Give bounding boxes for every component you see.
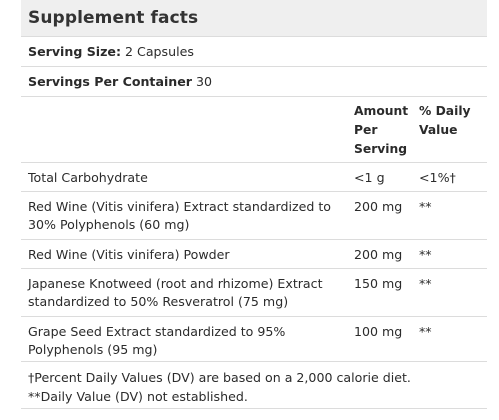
serving-size-value: 2 Capsules <box>125 43 194 59</box>
column-header-row: Amount Per Serving % Daily Value <box>21 96 487 162</box>
servings-per-container-row: Servings Per Container 30 <box>21 66 487 96</box>
ingredient-amount: <1 g <box>354 170 385 185</box>
footnotes: †Percent Daily Values (DV) are based on … <box>21 361 487 409</box>
ingredient-amount: 200 mg <box>354 247 403 262</box>
ingredient-daily-value: ** <box>419 276 432 291</box>
column-header-dv-line-2: Value <box>419 123 458 137</box>
column-header-amount: Amount Per Serving <box>346 102 416 159</box>
column-header-amount-line-2: Per <box>354 123 378 137</box>
serving-size-label: Serving Size: <box>28 43 122 59</box>
column-header-daily-value: % Daily Value <box>416 102 487 140</box>
ingredient-row: Red Wine (Vitis vinifera) Extract standa… <box>21 191 487 239</box>
ingredient-amount: 200 mg <box>354 199 403 214</box>
footnote-percent-dv: †Percent Daily Values (DV) are based on … <box>28 370 411 385</box>
ingredient-daily-value: ** <box>419 247 432 262</box>
servings-per-container-label: Servings Per Container <box>28 73 192 89</box>
serving-size-row: Serving Size: 2 Capsules <box>21 36 487 66</box>
column-header-amount-line-1: Amount <box>354 104 409 118</box>
column-header-dv-line-1: % Daily <box>419 104 471 118</box>
footnote-dv-not-established: **Daily Value (DV) not established. <box>28 389 248 404</box>
ingredient-row: Red Wine (Vitis vinifera) Powder 200 mg … <box>21 239 487 268</box>
ingredient-name: Red Wine (Vitis vinifera) Powder <box>28 247 230 262</box>
ingredient-daily-value: ** <box>419 199 432 214</box>
ingredient-name: Total Carbohydrate <box>28 170 148 185</box>
supplement-facts-title: Supplement facts <box>21 0 487 36</box>
ingredient-amount: 100 mg <box>354 324 403 339</box>
supplement-facts-panel: Supplement facts Serving Size: 2 Capsule… <box>21 0 487 409</box>
ingredient-amount: 150 mg <box>354 276 403 291</box>
ingredient-name: Grape Seed Extract standardized to 95% P… <box>28 324 286 357</box>
ingredient-row: Grape Seed Extract standardized to 95% P… <box>21 316 487 361</box>
column-header-amount-line-3: Serving <box>354 142 408 156</box>
ingredient-daily-value: ** <box>419 324 432 339</box>
ingredient-row: Japanese Knotweed (root and rhizome) Ext… <box>21 268 487 316</box>
ingredient-name: Japanese Knotweed (root and rhizome) Ext… <box>28 276 323 309</box>
servings-per-container-value: 30 <box>196 73 213 89</box>
ingredient-name: Red Wine (Vitis vinifera) Extract standa… <box>28 199 331 232</box>
ingredient-daily-value: <1%† <box>419 170 456 185</box>
ingredient-row: Total Carbohydrate <1 g <1%† <box>21 162 487 191</box>
